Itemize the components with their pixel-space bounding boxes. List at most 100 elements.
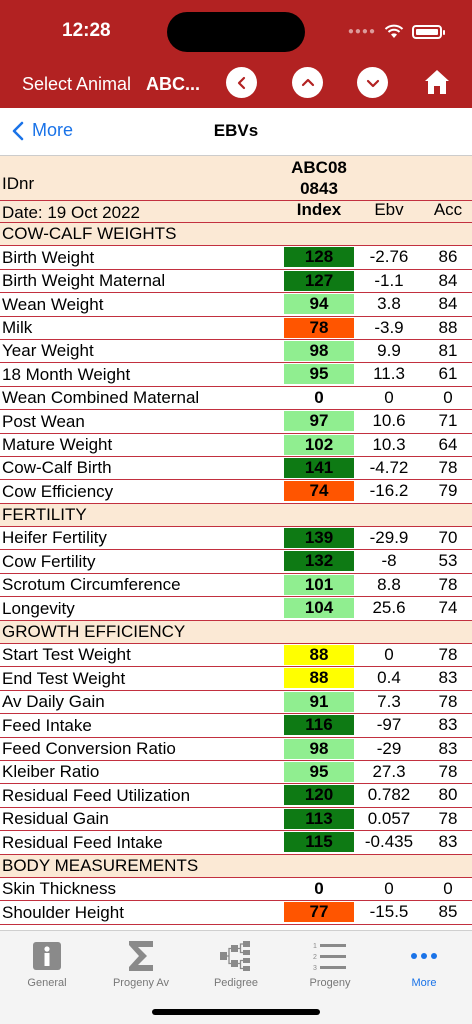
tab-label: General (27, 977, 67, 989)
trait-name: Milk (2, 317, 33, 337)
ebv-value: 0 (384, 878, 394, 898)
accuracy-value: 85 (438, 902, 458, 922)
trait-name: Wean Weight (2, 294, 104, 314)
trait-name: Heifer Fertility (2, 528, 107, 548)
index-value-cell: 113 (284, 808, 354, 829)
accuracy-value: 71 (438, 411, 458, 431)
ebv-value: 8.8 (377, 574, 401, 594)
tab-progeny[interactable]: 1 2 3 Progeny (283, 937, 377, 989)
trait-row: Feed Conversion Ratio 98 -29 83 (0, 738, 472, 761)
tab-bar: General Progeny Av Pedigree (0, 930, 472, 1024)
index-value-cell: 77 (284, 902, 354, 923)
accuracy-value: 53 (438, 551, 458, 571)
ebv-value: 0 (384, 645, 394, 665)
status-icons: ●●●● (348, 24, 445, 39)
previous-animal-button[interactable] (226, 67, 257, 98)
sigma-icon (129, 941, 153, 971)
index-value-cell: 104 (284, 598, 354, 619)
chevron-up-icon (301, 78, 314, 86)
table-header-id-row: IDnr ABC08 0843 (0, 156, 472, 201)
trait-row: Residual Gain 113 0.057 78 (0, 808, 472, 832)
ebv-value: -16.2 (369, 481, 409, 501)
trait-row: Longevity 104 25.6 74 (0, 597, 472, 621)
ebv-value: -29 (376, 738, 402, 758)
trait-name: Mature Weight (2, 434, 113, 454)
ebv-value: 9.9 (377, 340, 401, 360)
back-button[interactable]: More (12, 120, 73, 141)
trait-row: Kleiber Ratio 95 27.3 78 (0, 761, 472, 785)
trait-row: Feed Intake 116 -97 83 (0, 714, 472, 738)
trait-name: Longevity (2, 598, 75, 618)
home-icon (425, 70, 449, 94)
back-label: More (32, 120, 74, 140)
index-value-cell: 139 (284, 528, 354, 549)
trait-row: Birth Weight 128 -2.76 86 (0, 246, 472, 270)
numbered-list-icon: 1 2 3 (313, 943, 346, 972)
scroll-down-button[interactable] (357, 67, 388, 98)
home-button[interactable] (423, 68, 451, 96)
section-header-row: BODY MEASUREMENTS (0, 854, 472, 878)
chevron-left-icon (237, 76, 245, 89)
selected-animal-value[interactable]: ABC... (146, 74, 200, 94)
ebv-value: -1.1 (374, 270, 404, 290)
trait-name: Residual Feed Utilization (2, 785, 191, 805)
trait-row: Cow Efficiency 74 -16.2 79 (0, 480, 472, 504)
index-value-cell: 74 (284, 481, 354, 502)
tab-progeny-av[interactable]: Progeny Av (94, 937, 188, 989)
trait-row: Start Test Weight 88 0 78 (0, 644, 472, 668)
trait-row: Scrotum Circumference 101 8.8 78 (0, 574, 472, 598)
info-icon (33, 942, 61, 970)
ebv-value: 11.3 (373, 364, 405, 384)
accuracy-value: 79 (438, 481, 458, 501)
index-value-cell: 97 (284, 411, 354, 432)
accuracy-value: 83 (438, 668, 458, 688)
tab-pedigree[interactable]: Pedigree (189, 937, 283, 989)
index-value-cell: 78 (284, 317, 354, 338)
accuracy-value: 78 (438, 645, 458, 665)
trait-name: Feed Intake (2, 715, 92, 735)
accuracy-value: 74 (438, 598, 458, 618)
ebv-value: -2.76 (369, 247, 409, 267)
home-indicator (152, 1009, 320, 1015)
ebv-value: -8 (381, 551, 397, 571)
ebv-table: IDnr ABC08 0843 Date: 19 Oct 2022 Index … (0, 156, 472, 925)
ebv-value: 10.6 (372, 411, 406, 431)
index-value-cell: 128 (284, 247, 354, 268)
trait-row: Skin Thickness 0 0 0 (0, 878, 472, 902)
scroll-up-button[interactable] (292, 67, 323, 98)
trait-name: Cow Fertility (2, 551, 96, 571)
accuracy-value: 86 (438, 247, 458, 267)
animal-toolbar: Select Animal ABC... (0, 64, 472, 104)
ebv-value: -29.9 (369, 528, 409, 548)
trait-name: Residual Feed Intake (2, 832, 163, 852)
trait-row: Milk 78 -3.9 88 (0, 317, 472, 340)
trait-row: Av Daily Gain 91 7.3 78 (0, 691, 472, 715)
tab-more[interactable]: More (377, 937, 471, 989)
trait-row: 18 Month Weight 95 11.3 61 (0, 363, 472, 387)
trait-name: Skin Thickness (2, 879, 117, 899)
index-value-cell: 94 (284, 294, 354, 315)
accuracy-value: 84 (438, 294, 458, 314)
index-value-cell: 88 (284, 645, 354, 666)
accuracy-value: 0 (443, 387, 453, 407)
trait-row: Mature Weight 102 10.3 64 (0, 434, 472, 457)
index-value-cell: 91 (284, 691, 354, 712)
trait-name: Shoulder Height (2, 902, 124, 922)
trait-name: Feed Conversion Ratio (2, 738, 176, 758)
trait-name: Birth Weight Maternal (2, 271, 166, 291)
battery-icon (412, 24, 445, 39)
accuracy-value: 61 (438, 364, 458, 384)
accuracy-value: 83 (438, 715, 458, 735)
trait-row: End Test Weight 88 0.4 83 (0, 667, 472, 691)
idnr-label: IDnr (2, 174, 35, 193)
ebv-value: 10.3 (372, 434, 406, 454)
trait-row: Residual Feed Utilization 120 0.782 80 (0, 784, 472, 808)
ebv-value: 25.6 (372, 598, 406, 618)
trait-name: Year Weight (2, 341, 94, 361)
trait-row: Heifer Fertility 139 -29.9 70 (0, 527, 472, 551)
ebv-value: -97 (376, 715, 402, 735)
tab-general[interactable]: General (0, 937, 94, 989)
trait-name: Cow Efficiency (2, 481, 114, 501)
ebv-value: 7.3 (377, 691, 401, 711)
select-animal-label[interactable]: Select Animal (22, 74, 132, 94)
